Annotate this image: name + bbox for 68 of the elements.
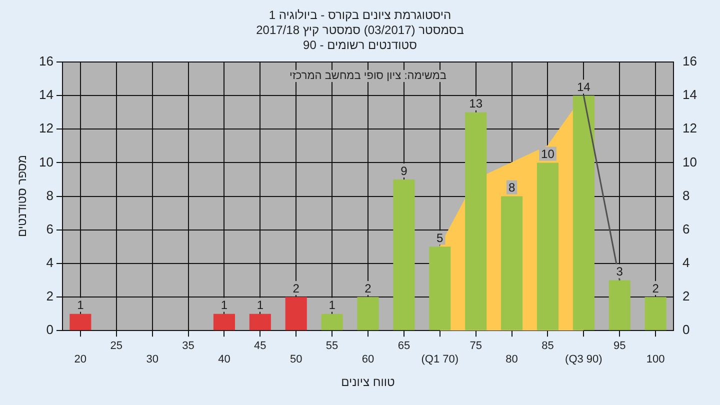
data-label: 1 bbox=[77, 298, 84, 312]
data-label: 13 bbox=[469, 96, 483, 111]
bar bbox=[321, 314, 343, 330]
y2-tick-label: 8 bbox=[682, 188, 690, 203]
bar bbox=[465, 112, 487, 330]
data-label: 5 bbox=[436, 230, 444, 245]
y-tick-label: 8 bbox=[46, 188, 54, 203]
y2-tick-label: 0 bbox=[682, 322, 690, 338]
y-tick-label: 2 bbox=[46, 288, 54, 304]
x-tick-label: 40 bbox=[218, 353, 230, 366]
x-tick-label: 85 bbox=[542, 340, 554, 352]
y2-tick-label: 6 bbox=[682, 221, 690, 236]
bar bbox=[608, 280, 630, 330]
bar bbox=[572, 96, 594, 330]
x-tick-label: 50 bbox=[290, 353, 302, 366]
x-tick-label: 25 bbox=[110, 340, 123, 352]
data-label: 1 bbox=[256, 298, 264, 312]
data-label: 14 bbox=[576, 80, 591, 94]
bar bbox=[249, 314, 271, 330]
y-tick-label: 10 bbox=[38, 154, 54, 170]
x-tick-label: 30 bbox=[146, 353, 158, 366]
x-tick-label: 100 bbox=[646, 353, 665, 366]
data-label: 1 bbox=[220, 298, 228, 312]
bar bbox=[644, 297, 666, 330]
x-tick-label: 60 bbox=[362, 353, 374, 366]
y2-tick-label: 10 bbox=[682, 154, 698, 170]
y2-tick-label: 4 bbox=[682, 255, 690, 270]
data-label: 2 bbox=[364, 281, 372, 296]
bar bbox=[429, 246, 451, 330]
data-label: 3 bbox=[616, 264, 624, 279]
x-tick-label: 65 bbox=[398, 340, 410, 352]
x-tick-label: 20 bbox=[74, 353, 87, 366]
bar bbox=[213, 314, 235, 330]
y-tick-label: 14 bbox=[38, 87, 54, 102]
bar bbox=[393, 180, 415, 330]
bar bbox=[501, 196, 523, 330]
x-tick-label: 95 bbox=[613, 340, 626, 352]
bar bbox=[285, 297, 307, 330]
x-tick-label: (Q1 70) bbox=[421, 353, 459, 366]
bar bbox=[536, 162, 559, 330]
x-tick-label: 45 bbox=[254, 340, 266, 352]
y-tick-label: 16 bbox=[38, 54, 54, 69]
y2-tick-label: 12 bbox=[682, 120, 698, 136]
bar bbox=[70, 314, 92, 330]
data-label: 1 bbox=[328, 298, 336, 312]
data-label: 2 bbox=[652, 281, 660, 296]
x-tick-label: 80 bbox=[506, 353, 518, 366]
y2-tick-label: 2 bbox=[682, 288, 690, 304]
data-label: 2 bbox=[292, 281, 300, 296]
chart-subtitle: בסמסטר (03/2017) סמסטר קיץ 2017/18 סטודנטים רשומים - 90 bbox=[255, 23, 465, 53]
x-tick-label: 75 bbox=[470, 340, 482, 352]
y-axis-title: מספר סטודנטים bbox=[15, 155, 29, 238]
y2-tick-label: 16 bbox=[682, 54, 698, 69]
x-tick-label: 55 bbox=[326, 340, 338, 352]
x-tick-label: (Q3 90) bbox=[565, 353, 602, 366]
x-tick-label: 35 bbox=[182, 340, 194, 352]
annotation: במשימה: ציון סופי במחשב המרכזי bbox=[286, 70, 450, 82]
data-label: 9 bbox=[400, 164, 408, 178]
y-tick-label: 0 bbox=[46, 322, 54, 338]
y-tick-label: 4 bbox=[46, 255, 54, 270]
y-tick-label: 6 bbox=[46, 221, 54, 236]
y-tick-label: 12 bbox=[38, 120, 54, 136]
chart-title: היסטוגרמת ציונים בקורס - ביולוגיה 1 bbox=[268, 8, 452, 23]
x-axis-title: טווח ציונים bbox=[341, 375, 395, 389]
data-label: 10 bbox=[541, 147, 555, 162]
bar bbox=[357, 297, 379, 330]
y2-tick-label: 14 bbox=[682, 87, 698, 102]
data-label: 8 bbox=[508, 180, 516, 195]
